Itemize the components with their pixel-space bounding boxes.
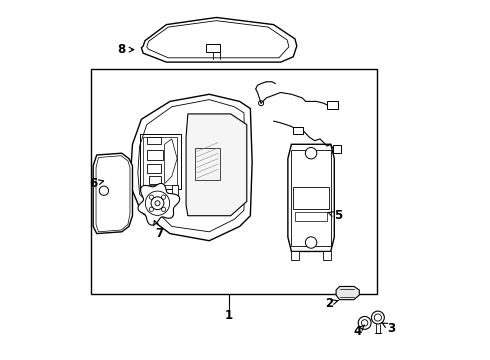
Circle shape (305, 237, 317, 248)
Circle shape (374, 314, 381, 321)
Bar (292, 251, 299, 260)
Polygon shape (142, 18, 297, 62)
Bar (295, 212, 327, 221)
Bar (333, 145, 342, 153)
Bar (140, 134, 181, 189)
Bar (147, 164, 161, 173)
Polygon shape (131, 94, 252, 241)
Bar (293, 187, 329, 208)
Text: 5: 5 (328, 209, 342, 222)
Circle shape (358, 316, 371, 329)
Circle shape (371, 311, 384, 324)
Polygon shape (138, 183, 180, 225)
Bar (148, 176, 161, 184)
Text: 8: 8 (118, 43, 134, 56)
Circle shape (305, 148, 317, 159)
Text: 4: 4 (353, 325, 365, 338)
Polygon shape (93, 153, 132, 234)
Text: 3: 3 (382, 322, 395, 335)
Bar (327, 102, 338, 109)
Text: 1: 1 (225, 309, 233, 322)
Bar (323, 251, 331, 260)
Bar (147, 137, 161, 144)
Text: 7: 7 (154, 220, 163, 240)
Bar (206, 44, 220, 53)
Bar (147, 150, 163, 160)
Text: 2: 2 (325, 297, 339, 310)
Bar (195, 148, 220, 180)
Polygon shape (186, 114, 247, 216)
Bar (293, 127, 303, 134)
Bar (292, 150, 331, 246)
Circle shape (151, 197, 164, 210)
Text: 6: 6 (89, 177, 103, 190)
Bar (143, 137, 177, 185)
Polygon shape (336, 287, 359, 300)
Bar (92, 69, 377, 294)
Bar (172, 185, 178, 196)
Circle shape (155, 201, 160, 206)
Circle shape (362, 320, 368, 326)
Polygon shape (288, 144, 334, 251)
